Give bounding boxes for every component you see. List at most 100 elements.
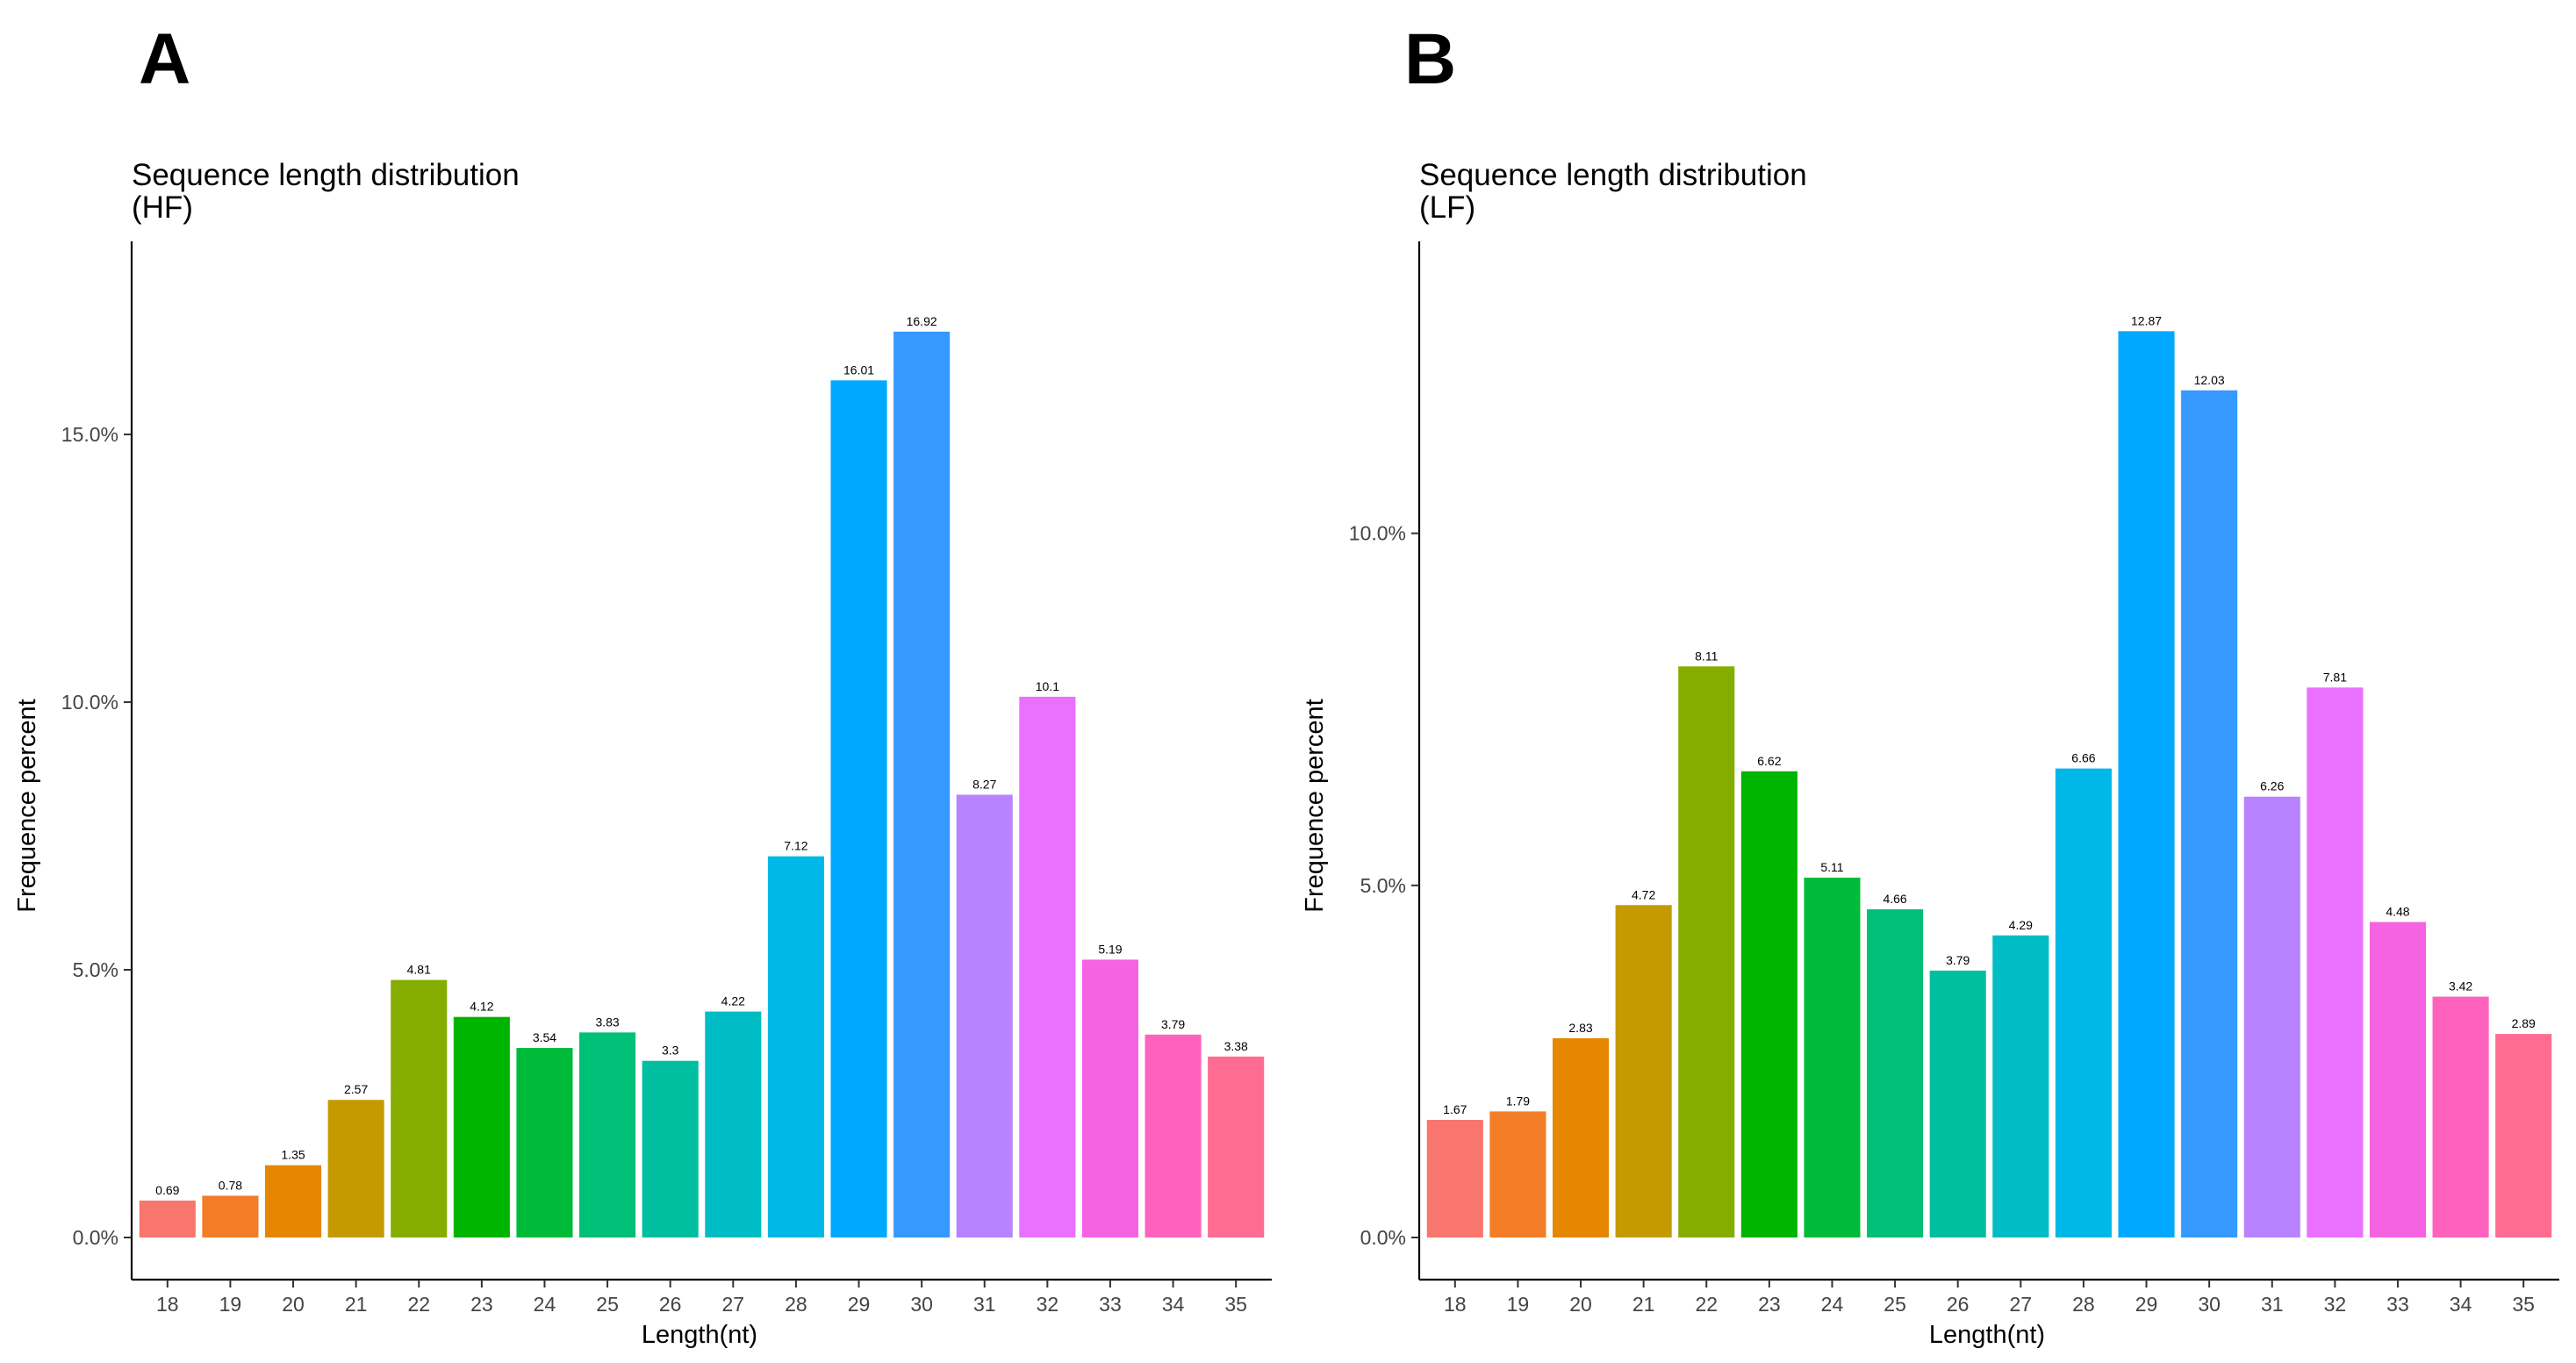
bar-a-24 bbox=[516, 1048, 573, 1237]
bar-a-20 bbox=[264, 1165, 322, 1237]
x-tick-label-a-26: 26 bbox=[659, 1293, 682, 1316]
y-tick-label-a: 10.0% bbox=[61, 691, 118, 714]
bar-a-33 bbox=[1081, 959, 1139, 1237]
x-tick-label-b-24: 24 bbox=[1821, 1293, 1844, 1316]
data-label-b-24: 5.11 bbox=[1820, 860, 1843, 874]
plot-area-a: 0.0% 5.0% 10.0% 15.0% 0.69 18 0.78 19 1.35 20 2.57… bbox=[13, 241, 1272, 1349]
x-tick-label-a-20: 20 bbox=[282, 1293, 305, 1316]
data-label-a-28: 7.12 bbox=[784, 839, 807, 853]
bar-b-18 bbox=[1426, 1120, 1483, 1237]
bar-b-23 bbox=[1740, 771, 1797, 1237]
x-tick-label-a-24: 24 bbox=[534, 1293, 556, 1316]
chart-title-b-line1: Sequence length distribution bbox=[1419, 158, 1807, 192]
x-tick-label-b-21: 21 bbox=[1632, 1293, 1655, 1316]
x-tick-label-a-27: 27 bbox=[722, 1293, 745, 1316]
bar-a-34 bbox=[1144, 1034, 1202, 1237]
y-tick-label-a: 0.0% bbox=[73, 1226, 118, 1249]
data-label-a-19: 0.78 bbox=[219, 1178, 242, 1192]
data-label-b-29: 12.87 bbox=[2131, 313, 2162, 327]
x-tick-label-b-25: 25 bbox=[1884, 1293, 1906, 1316]
data-label-b-31: 6.26 bbox=[2260, 779, 2284, 793]
panel-b: B Sequence length distribution (LF) 0.0%… bbox=[1301, 19, 2559, 1349]
y-tick-label-a: 15.0% bbox=[61, 423, 118, 446]
bar-a-22 bbox=[391, 979, 448, 1237]
x-tick-label-b-28: 28 bbox=[2072, 1293, 2095, 1316]
bar-a-27 bbox=[705, 1011, 762, 1237]
data-label-a-26: 3.3 bbox=[662, 1044, 679, 1058]
data-label-b-21: 4.72 bbox=[1632, 887, 1655, 901]
bar-a-35 bbox=[1208, 1056, 1265, 1237]
chart-title-a-line1: Sequence length distribution bbox=[132, 158, 520, 192]
bar-b-31 bbox=[2243, 796, 2300, 1237]
data-label-a-30: 16.92 bbox=[907, 314, 937, 328]
bar-b-29 bbox=[2118, 331, 2175, 1238]
x-tick-label-b-26: 26 bbox=[1947, 1293, 1970, 1316]
bar-b-21 bbox=[1615, 905, 1672, 1237]
panel-a: A Sequence length distribution (HF) 0.0%… bbox=[13, 19, 1272, 1349]
data-label-b-18: 1.67 bbox=[1443, 1102, 1467, 1116]
x-tick-label-b-19: 19 bbox=[1507, 1293, 1530, 1316]
data-label-a-29: 16.01 bbox=[843, 362, 874, 377]
data-label-b-34: 3.42 bbox=[2449, 979, 2472, 994]
x-tick-label-b-30: 30 bbox=[2198, 1293, 2221, 1316]
y-tick-label-b: 5.0% bbox=[1360, 874, 1406, 897]
bar-b-30 bbox=[2181, 390, 2238, 1237]
x-tick-label-a-21: 21 bbox=[345, 1293, 368, 1316]
x-axis-title-b: Length(nt) bbox=[1929, 1321, 2045, 1349]
x-tick-label-a-32: 32 bbox=[1037, 1293, 1059, 1316]
x-tick-label-b-34: 34 bbox=[2450, 1293, 2472, 1316]
panel-letter-a: A bbox=[139, 19, 190, 99]
y-tick-label-a: 5.0% bbox=[73, 958, 118, 981]
y-tick-label-b: 10.0% bbox=[1349, 522, 1406, 545]
y-tick-label-b: 0.0% bbox=[1360, 1226, 1406, 1249]
data-label-b-25: 4.66 bbox=[1883, 892, 1906, 906]
y-axis-title-a: Frequence percent bbox=[13, 699, 41, 912]
x-axis-title-a: Length(nt) bbox=[642, 1321, 757, 1349]
bar-b-35 bbox=[2495, 1034, 2552, 1237]
bar-b-25 bbox=[1867, 909, 1924, 1237]
x-tick-label-b-31: 31 bbox=[2261, 1293, 2284, 1316]
bar-b-24 bbox=[1804, 877, 1861, 1237]
bar-a-19 bbox=[202, 1195, 259, 1237]
bar-b-20 bbox=[1552, 1037, 1610, 1237]
bar-b-28 bbox=[2055, 768, 2112, 1237]
data-label-b-20: 2.83 bbox=[1568, 1021, 1592, 1035]
bar-a-30 bbox=[893, 331, 951, 1237]
data-label-a-18: 0.69 bbox=[155, 1183, 179, 1197]
bar-a-26 bbox=[642, 1060, 699, 1237]
data-label-a-35: 3.38 bbox=[1224, 1039, 1248, 1053]
x-tick-label-b-27: 27 bbox=[2010, 1293, 2033, 1316]
data-label-a-34: 3.79 bbox=[1161, 1017, 1185, 1031]
bar-a-28 bbox=[767, 856, 824, 1237]
x-tick-label-b-32: 32 bbox=[2324, 1293, 2347, 1316]
x-tick-label-b-29: 29 bbox=[2135, 1293, 2158, 1316]
data-label-b-27: 4.29 bbox=[2009, 918, 2033, 932]
data-label-a-24: 3.54 bbox=[533, 1030, 556, 1044]
x-tick-label-a-30: 30 bbox=[910, 1293, 933, 1316]
data-label-a-33: 5.19 bbox=[1098, 942, 1122, 956]
x-tick-label-a-29: 29 bbox=[848, 1293, 871, 1316]
bar-a-18 bbox=[139, 1200, 196, 1237]
data-label-b-26: 3.79 bbox=[1946, 953, 1970, 967]
bar-a-25 bbox=[579, 1032, 636, 1237]
x-tick-label-a-25: 25 bbox=[596, 1293, 619, 1316]
data-label-a-22: 4.81 bbox=[407, 963, 431, 977]
x-tick-label-b-23: 23 bbox=[1758, 1293, 1781, 1316]
data-label-b-23: 6.62 bbox=[1757, 754, 1781, 768]
x-tick-label-b-33: 33 bbox=[2386, 1293, 2409, 1316]
x-tick-label-a-31: 31 bbox=[973, 1293, 996, 1316]
x-tick-label-a-34: 34 bbox=[1162, 1293, 1185, 1316]
x-tick-label-b-18: 18 bbox=[1444, 1293, 1467, 1316]
x-tick-label-b-20: 20 bbox=[1569, 1293, 1592, 1316]
x-tick-label-b-35: 35 bbox=[2512, 1293, 2535, 1316]
chart-title-a-line2: (HF) bbox=[132, 190, 193, 225]
data-label-a-21: 2.57 bbox=[344, 1082, 368, 1096]
chart-title-b-line2: (LF) bbox=[1419, 190, 1475, 225]
data-label-a-27: 4.22 bbox=[721, 994, 745, 1008]
bar-b-33 bbox=[2369, 922, 2427, 1237]
x-tick-label-a-22: 22 bbox=[407, 1293, 430, 1316]
data-label-a-25: 3.83 bbox=[595, 1015, 619, 1029]
x-tick-label-a-28: 28 bbox=[785, 1293, 807, 1316]
x-tick-label-a-18: 18 bbox=[156, 1293, 179, 1316]
